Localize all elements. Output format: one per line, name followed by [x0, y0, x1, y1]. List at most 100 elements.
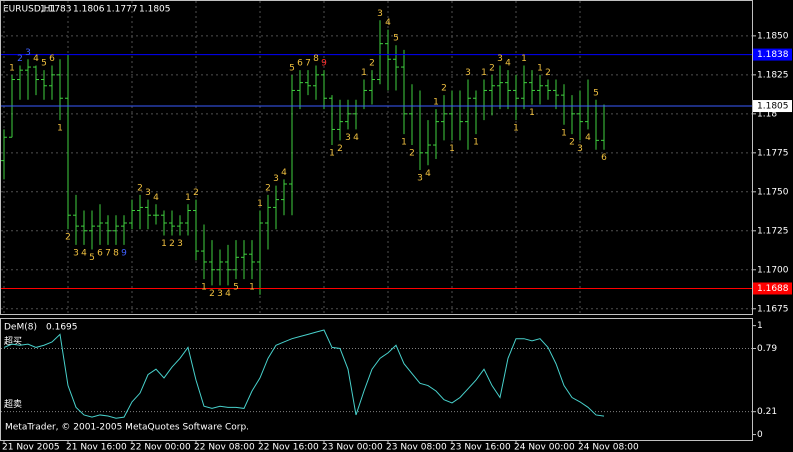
wave-count-label: 9	[321, 59, 327, 69]
price-level-box	[753, 282, 792, 295]
x-tick-label: 22 Nov 08:00	[194, 443, 255, 452]
wave-count-label: 3	[497, 54, 503, 64]
x-tick-label: 23 Nov 16:00	[450, 443, 511, 452]
wave-count-label: 8	[113, 248, 119, 258]
price-level-label: 1.1838	[757, 50, 789, 60]
wave-count-label: 4	[353, 133, 359, 143]
wave-count-label: 4	[385, 18, 391, 28]
y-tick-label: 1.1725	[757, 226, 789, 236]
x-tick-label: 22 Nov 16:00	[258, 443, 319, 452]
wave-count-label: 2	[65, 233, 71, 243]
wave-count-label: 2	[169, 239, 175, 249]
wave-count-label: 2	[193, 188, 199, 198]
wave-count-label: 7	[305, 59, 311, 69]
price-panel-frame	[0, 0, 753, 315]
wave-count-label: 4	[585, 133, 591, 143]
wave-count-label: 1	[561, 128, 567, 138]
y-tick-label: 0.21	[757, 407, 777, 417]
last-close: 1.1805	[139, 5, 171, 15]
last-high: 1.1806	[73, 5, 105, 15]
wave-count-label: 1	[521, 54, 527, 64]
wave-count-label: 1	[401, 138, 407, 148]
x-tick-label: 23 Nov 00:00	[322, 443, 383, 452]
wave-count-label: 1	[9, 63, 15, 73]
wave-count-label: 2	[17, 54, 23, 64]
bid-label: 1.1805	[757, 102, 789, 112]
wave-count-label: 1	[513, 124, 519, 134]
price-level-label: 1.1688	[757, 284, 789, 294]
indicator-value: 0.1695	[46, 323, 78, 333]
wave-count-label: 4	[81, 248, 87, 258]
y-tick-label: 1.1700	[757, 265, 789, 275]
y-tick-label: 1	[757, 321, 763, 331]
x-tick-label: 22 Nov 00:00	[130, 443, 191, 452]
y-tick-label: 1.18	[757, 109, 777, 119]
wave-count-label: 1	[529, 108, 535, 118]
wave-count-label: 5	[41, 59, 47, 69]
wave-count-label: 3	[145, 188, 151, 198]
x-tick-label: 21 Nov 2005	[2, 443, 60, 452]
wave-count-label: 1	[449, 144, 455, 154]
y-tick-label: 1.1825	[757, 70, 789, 80]
y-tick-label: 1.1775	[757, 148, 789, 158]
wave-count-label: 2	[545, 68, 551, 78]
wave-count-label: 9	[121, 248, 127, 258]
wave-count-label: 1	[481, 68, 487, 78]
indicator-title: DeM(8)	[4, 323, 37, 333]
wave-count-label: 5	[393, 34, 399, 44]
wave-count-label: 2	[369, 59, 375, 69]
wave-count-label: 6	[297, 59, 303, 69]
price-level-box	[753, 48, 792, 61]
wave-count-label: 1	[249, 283, 255, 293]
wave-count-label: 1	[257, 199, 263, 209]
wave-count-label: 6	[601, 153, 607, 163]
wave-count-label: 3	[345, 133, 351, 143]
wave-count-label: 2	[569, 138, 575, 148]
wave-count-label: 4	[281, 168, 287, 178]
wave-count-label: 3	[465, 68, 471, 78]
wave-count-label: 1	[185, 193, 191, 203]
wave-count-label: 1	[433, 98, 439, 108]
wave-count-label: 7	[105, 248, 111, 258]
wave-count-label: 1	[329, 149, 335, 159]
wave-count-label: 5	[233, 283, 239, 293]
indicator-line	[3, 329, 605, 419]
wave-count-label: 1	[537, 63, 543, 73]
indicator-panel-frame	[0, 318, 753, 441]
x-tick-label: 24 Nov 00:00	[514, 443, 575, 452]
wave-count-label: 3	[577, 144, 583, 154]
y-tick-label: 0.79	[757, 344, 777, 354]
last-open: 1.1783	[40, 5, 72, 15]
last-low: 1.1777	[106, 5, 138, 15]
wave-count-label: 1	[161, 239, 167, 249]
wave-count-label: 1	[57, 124, 63, 134]
x-tick-label: 24 Nov 08:00	[578, 443, 639, 452]
wave-count-label: 4	[33, 54, 39, 64]
wave-count-label: 6	[49, 54, 55, 64]
wave-count-label: 2	[441, 84, 447, 94]
wave-count-label: 3	[177, 239, 183, 249]
wave-count-label: 2	[337, 144, 343, 154]
wave-count-label: 2	[209, 289, 215, 299]
wave-count-label: 2	[265, 183, 271, 193]
wave-count-label: 3	[417, 173, 423, 183]
wave-count-label: 5	[289, 63, 295, 73]
x-tick-label: 21 Nov 16:00	[66, 443, 127, 452]
wave-count-label: 4	[505, 59, 511, 69]
wave-count-label: 3	[273, 174, 279, 184]
wave-count-label: 3	[217, 289, 223, 299]
wave-count-label: 1	[201, 283, 207, 293]
y-tick-label: 1.1750	[757, 187, 789, 197]
wave-count-label: 3	[73, 248, 79, 258]
wave-count-label: 3	[25, 48, 31, 58]
wave-count-label: 8	[313, 54, 319, 64]
wave-count-label: 2	[489, 63, 495, 73]
symbol-title: EURUSD,H1	[3, 5, 56, 15]
y-tick-label: 1.1675	[757, 304, 789, 314]
wave-count-label: 5	[89, 253, 95, 263]
wave-count-label: 1	[361, 68, 367, 78]
wave-count-label: 5	[593, 88, 599, 98]
wave-count-label: 4	[425, 169, 431, 179]
